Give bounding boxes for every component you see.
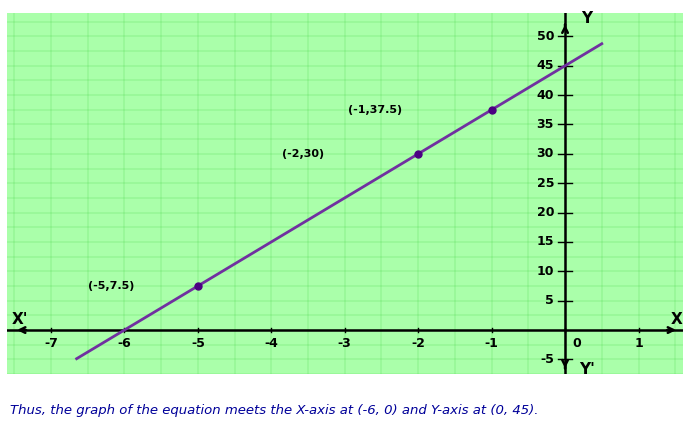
Text: 5: 5 <box>545 294 554 307</box>
Text: 1: 1 <box>634 337 643 350</box>
Text: -3: -3 <box>338 337 352 350</box>
Text: 15: 15 <box>536 236 554 249</box>
Text: -6: -6 <box>117 337 131 350</box>
Text: 30: 30 <box>536 147 554 160</box>
Text: -5: -5 <box>191 337 204 350</box>
Text: -1: -1 <box>485 337 499 350</box>
Text: Y': Y' <box>579 362 595 378</box>
Text: (-5,7.5): (-5,7.5) <box>88 281 134 291</box>
Text: 45: 45 <box>536 59 554 72</box>
Text: Thus, the graph of the equation meets the X-axis at (-6, 0) and Y-axis at (0, 45: Thus, the graph of the equation meets th… <box>10 404 539 417</box>
Text: 35: 35 <box>536 118 554 131</box>
Text: -4: -4 <box>264 337 279 350</box>
Text: (-2,30): (-2,30) <box>282 149 324 159</box>
Text: 10: 10 <box>536 265 554 278</box>
Text: 40: 40 <box>536 89 554 101</box>
Text: 50: 50 <box>536 30 554 43</box>
Text: 0: 0 <box>572 337 581 350</box>
Text: X': X' <box>12 312 28 327</box>
Text: -5: -5 <box>540 353 554 366</box>
Text: -2: -2 <box>411 337 425 350</box>
Text: Y: Y <box>582 11 593 26</box>
Text: (-1,37.5): (-1,37.5) <box>348 105 403 115</box>
Text: 20: 20 <box>536 206 554 219</box>
Text: -7: -7 <box>44 337 58 350</box>
Text: 25: 25 <box>536 177 554 190</box>
Text: X: X <box>671 312 683 327</box>
